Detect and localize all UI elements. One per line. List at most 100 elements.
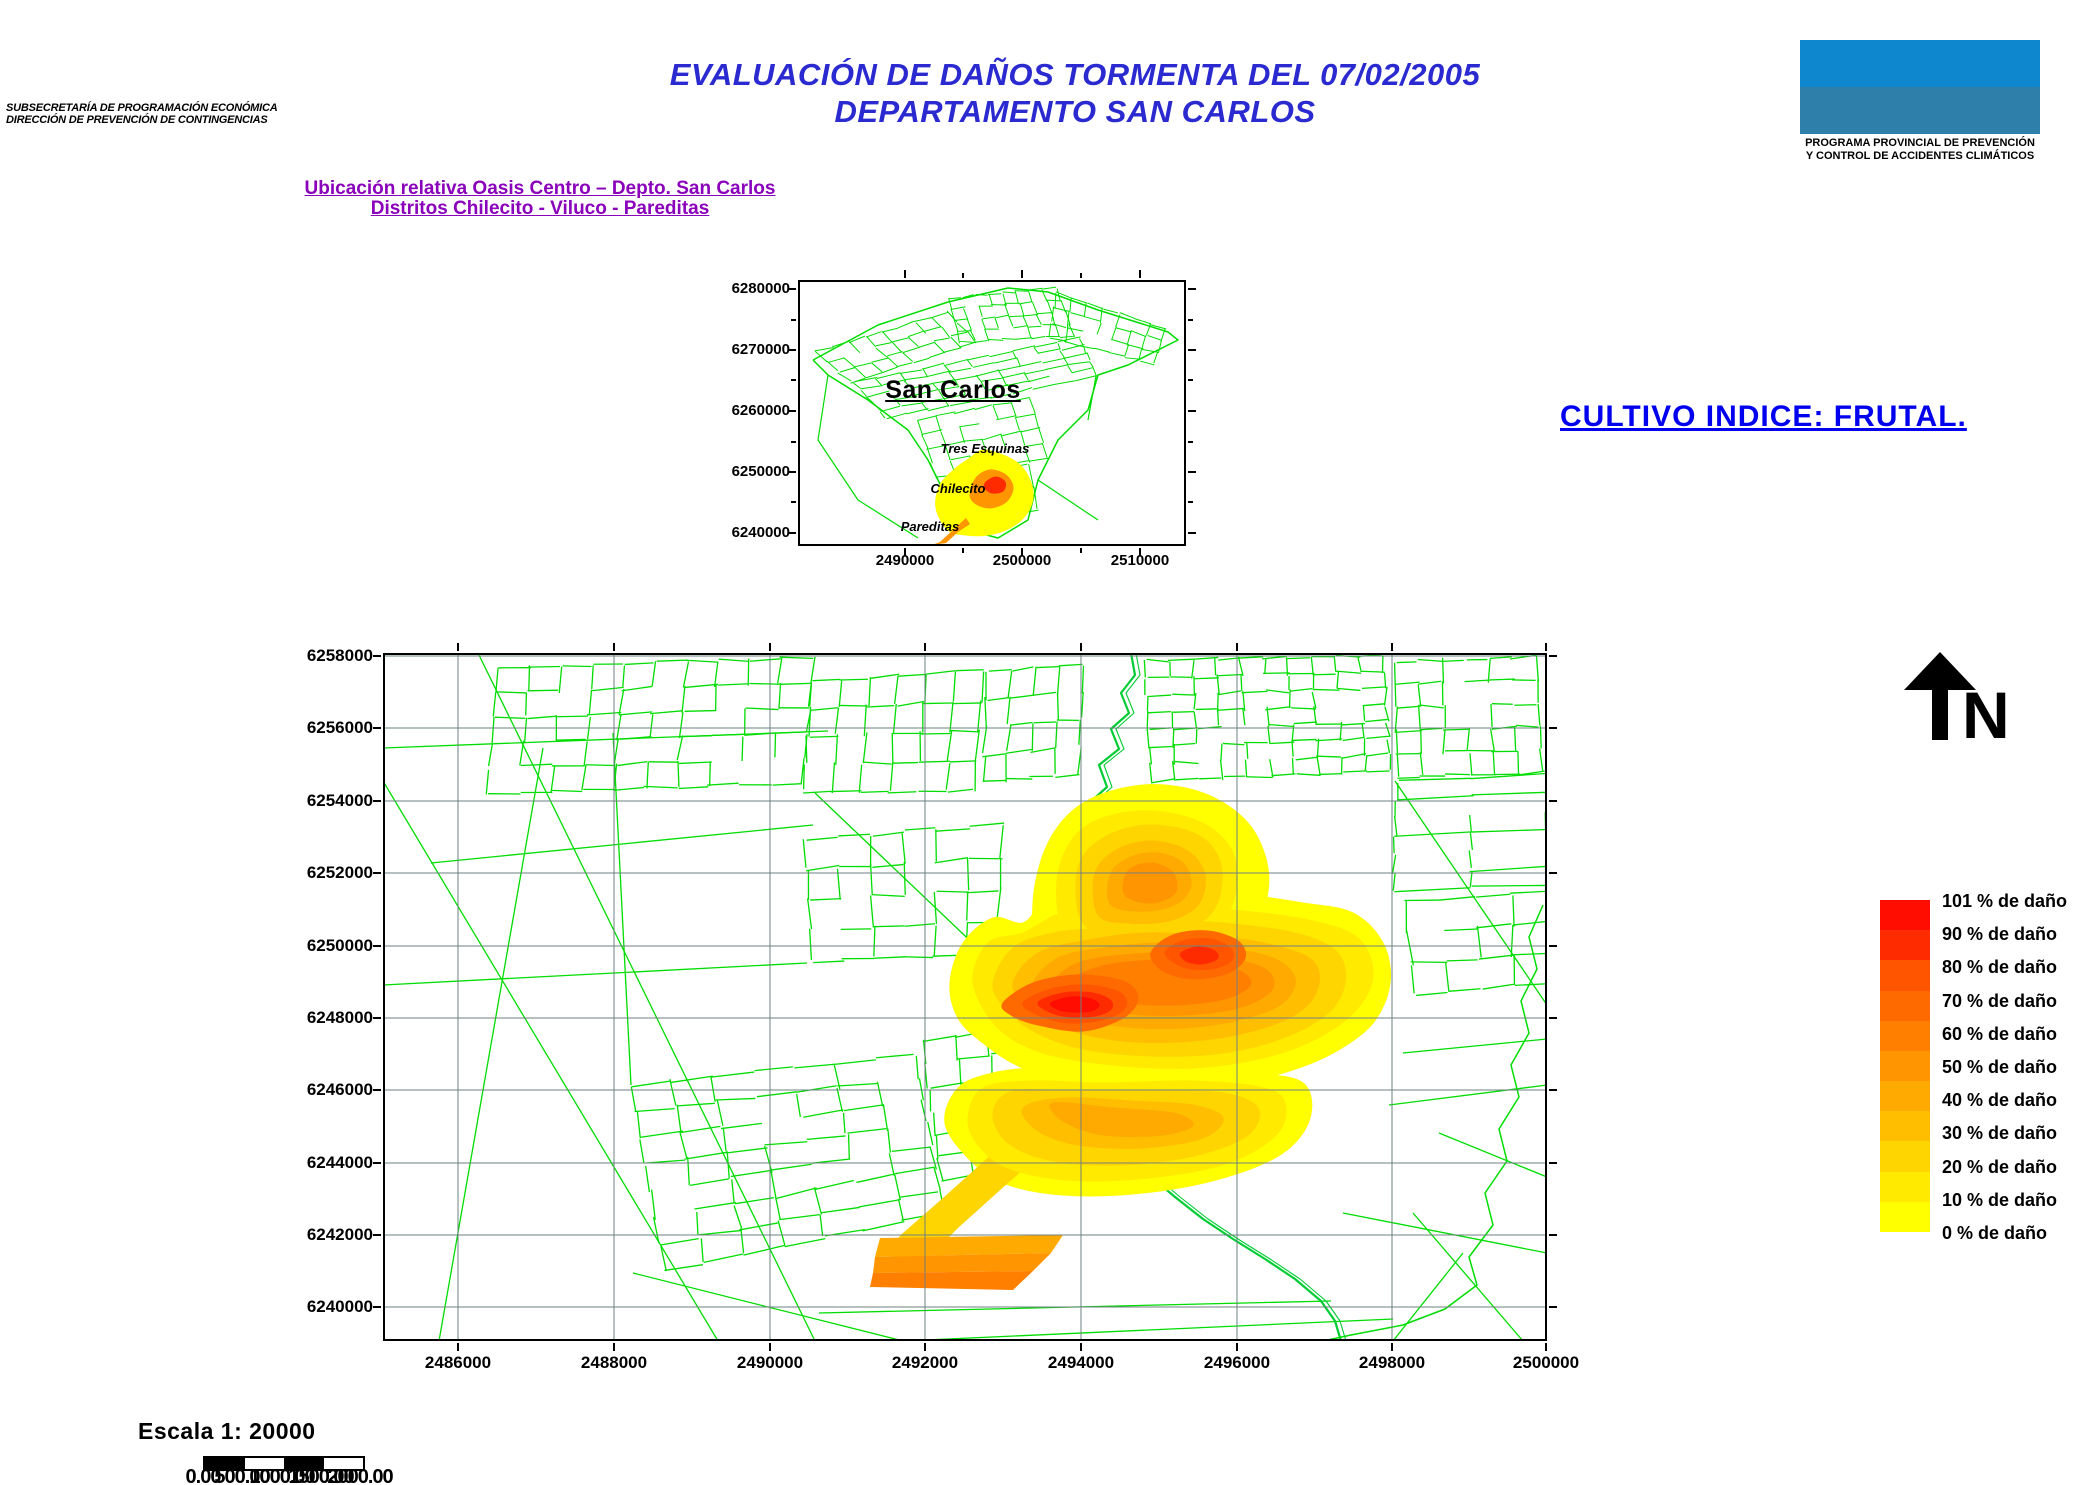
- parcel-line: [935, 829, 937, 862]
- parcel-line: [887, 1128, 892, 1153]
- parcel-line: [1056, 692, 1060, 720]
- parcel-line: [806, 836, 838, 841]
- parcel-line: [828, 357, 845, 363]
- parcel-line: [803, 1109, 844, 1118]
- parcel-line: [927, 1121, 934, 1146]
- parcel-line: [805, 735, 808, 763]
- parcel-line: [770, 1163, 812, 1171]
- link-distritos[interactable]: Distritos Chilecito - Viluco - Pareditas: [370, 198, 710, 219]
- parcel-line: [1384, 706, 1390, 722]
- parcel-line: [932, 383, 939, 390]
- parcel-line: [1268, 723, 1294, 728]
- parcel-line: [932, 1112, 936, 1137]
- parcel-line: [1271, 773, 1296, 777]
- parcel-line: [613, 786, 645, 792]
- region-label: San Carlos: [885, 376, 1021, 404]
- parcel-line: [1193, 693, 1197, 710]
- parcel-line: [835, 734, 839, 765]
- parcel-line: [1008, 315, 1014, 327]
- parcel-line: [836, 868, 841, 900]
- link-oasis-centro[interactable]: Ubicación relativa Oasis Centro – Depto.…: [304, 178, 776, 199]
- y-tick-label: 6244000: [306, 1153, 373, 1172]
- parcel-line: [1083, 345, 1087, 354]
- scale-bar-numbers: 0.00 500.00 1000.00 1500.00 2000.00: [158, 1466, 458, 1485]
- axis-tick: [1188, 410, 1196, 412]
- parcel-line: [933, 925, 937, 957]
- parcel-line: [942, 397, 950, 407]
- axis-tick: [373, 1017, 381, 1019]
- parcel-line: [528, 665, 561, 668]
- logo-caption-line2: Y CONTROL DE ACCIDENTES CLIMÁTICOS: [1805, 150, 2035, 162]
- axis-tick: [373, 1306, 381, 1308]
- parcel-line: [681, 686, 686, 713]
- axis-tick: [1236, 643, 1238, 651]
- parcel-line: [1295, 756, 1318, 761]
- damage-contour: [1049, 1102, 1194, 1137]
- place-label-tres-esquinas: Tres Esquinas: [940, 441, 1030, 456]
- axis-tick: [788, 349, 796, 351]
- parcel-line: [802, 764, 805, 790]
- parcel-line: [867, 704, 895, 708]
- parcel-line: [774, 1195, 781, 1220]
- parcel-line: [897, 320, 915, 329]
- parcel-line: [1310, 656, 1314, 676]
- parcel-line: [1491, 703, 1513, 705]
- x-tick-label: 2510000: [1110, 552, 1170, 569]
- parcel-line: [631, 1080, 670, 1088]
- parcel-line: [917, 415, 936, 421]
- parcel-line: [833, 1064, 841, 1090]
- parcel-line: [1134, 318, 1152, 325]
- parcel-line: [1193, 711, 1198, 729]
- parcel-line: [836, 1087, 844, 1113]
- parcel-line: [907, 330, 925, 338]
- parcel-line: [872, 831, 905, 837]
- parcel-line: [555, 738, 586, 741]
- parcel-line: [842, 1112, 846, 1134]
- parcel-line: [926, 445, 946, 450]
- parcel-line: [1067, 365, 1073, 373]
- parcel-line: [1001, 430, 1022, 437]
- y-tick-label: 6252000: [306, 863, 373, 882]
- north-arrow: N: [1904, 652, 2010, 744]
- axis-tick: [769, 1343, 771, 1351]
- department-boundary: [812, 287, 1179, 539]
- damage-layer: [870, 784, 1391, 1290]
- boundary-line: [477, 652, 816, 1342]
- parcel-line: [915, 389, 939, 396]
- parcel-line: [1398, 777, 1471, 781]
- parcel-line: [987, 338, 1004, 341]
- parcel-line: [1020, 427, 1041, 433]
- parcel-line: [944, 440, 966, 447]
- parcel-line: [749, 682, 782, 685]
- parcel-line: [1366, 770, 1390, 773]
- parcel-line: [1016, 357, 1021, 367]
- parcel-line: [839, 366, 856, 373]
- parcel-line: [1446, 959, 1478, 962]
- parcel-line: [1075, 375, 1097, 382]
- parcel-line: [982, 755, 987, 782]
- parcel-line: [1148, 746, 1153, 765]
- parcel-line: [779, 1213, 820, 1221]
- parcel-line: [1078, 338, 1084, 346]
- parcel-line: [1047, 300, 1053, 315]
- parcel-line: [936, 1157, 944, 1181]
- parcel-line: [1148, 694, 1172, 698]
- parcel-line: [1068, 323, 1076, 337]
- parcel-line: [1266, 689, 1290, 694]
- parcel-line: [1397, 705, 1421, 709]
- parcel-line: [1487, 678, 1515, 681]
- parcel-line: [906, 408, 929, 415]
- parcel-line: [941, 326, 951, 338]
- parcel-line: [924, 326, 942, 332]
- parcel-line: [621, 685, 653, 692]
- parcel-line: [656, 659, 688, 662]
- parcel-line: [1127, 344, 1144, 350]
- boundary-line: [438, 747, 544, 1342]
- parcel-line: [904, 827, 936, 831]
- parcel-line: [699, 1229, 741, 1236]
- parcel-line: [813, 960, 845, 964]
- y-tick-label: 6260000: [731, 402, 790, 419]
- parcel-line: [745, 707, 779, 711]
- parcel-line: [865, 331, 882, 338]
- parcel-line: [1264, 659, 1267, 674]
